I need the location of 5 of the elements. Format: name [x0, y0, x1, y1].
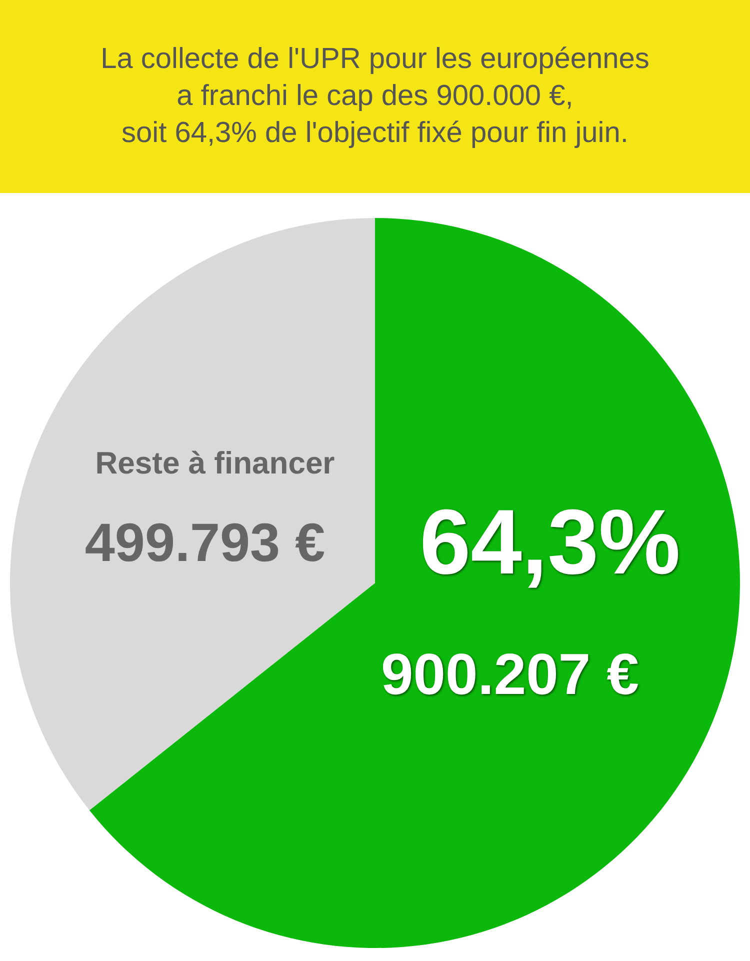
- slice-label: Reste à financer: [95, 446, 335, 481]
- text: 64,3%: [420, 491, 680, 594]
- data-label: 900.207 €: [380, 642, 640, 707]
- chart-title: La collecte de l'UPR pour les européennes a franchi le cap des 900.000 €, soit 64,3% de l'objectif fixé pour fin juin.: [100, 42, 650, 151]
- data-label: 499.793 €: [84, 512, 326, 573]
